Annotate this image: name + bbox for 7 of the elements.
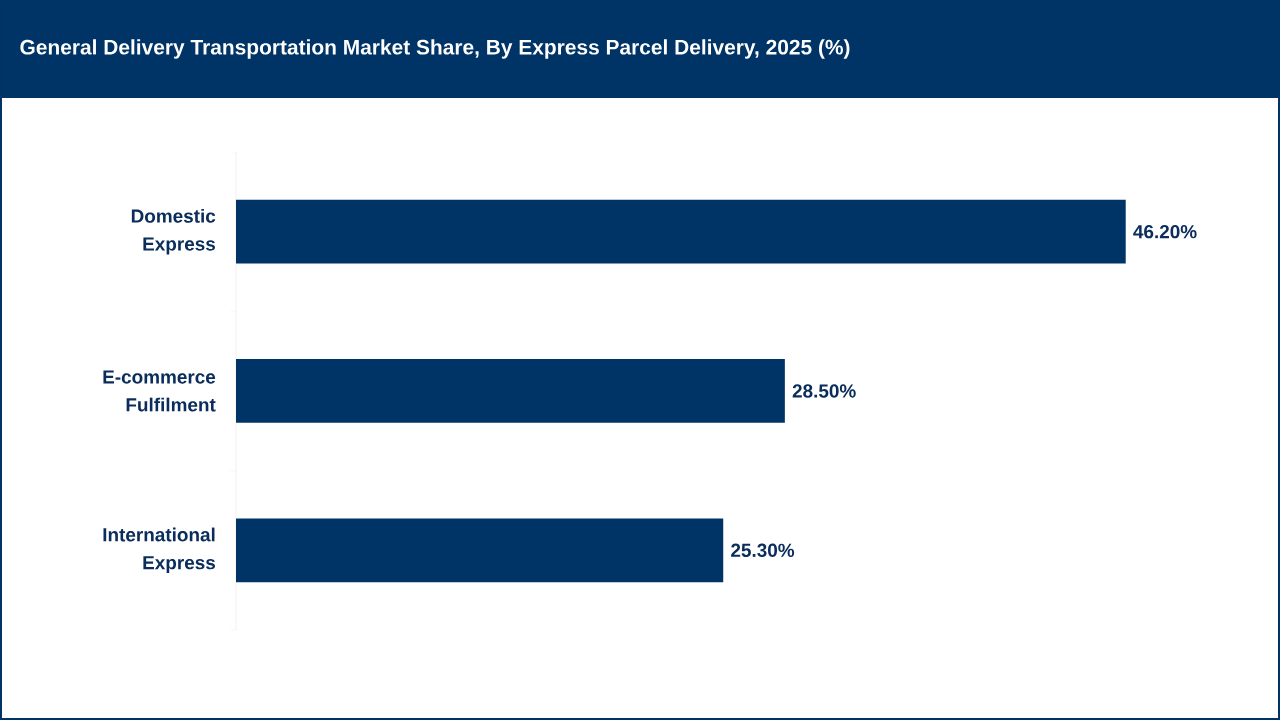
data-label: 28.50% (792, 384, 856, 398)
y-tick-label: International Express (103, 527, 216, 574)
chart-title: General Delivery Transportation Market Share, By Express Parcel Delivery, 2025 (%) (20, 39, 850, 59)
y-tick-label: Domestic Express (131, 208, 216, 255)
data-label: 25.30% (731, 543, 795, 558)
y-tick-label: E-commerce Fulfilment (103, 370, 216, 412)
data-label: 46.20% (1133, 224, 1197, 239)
